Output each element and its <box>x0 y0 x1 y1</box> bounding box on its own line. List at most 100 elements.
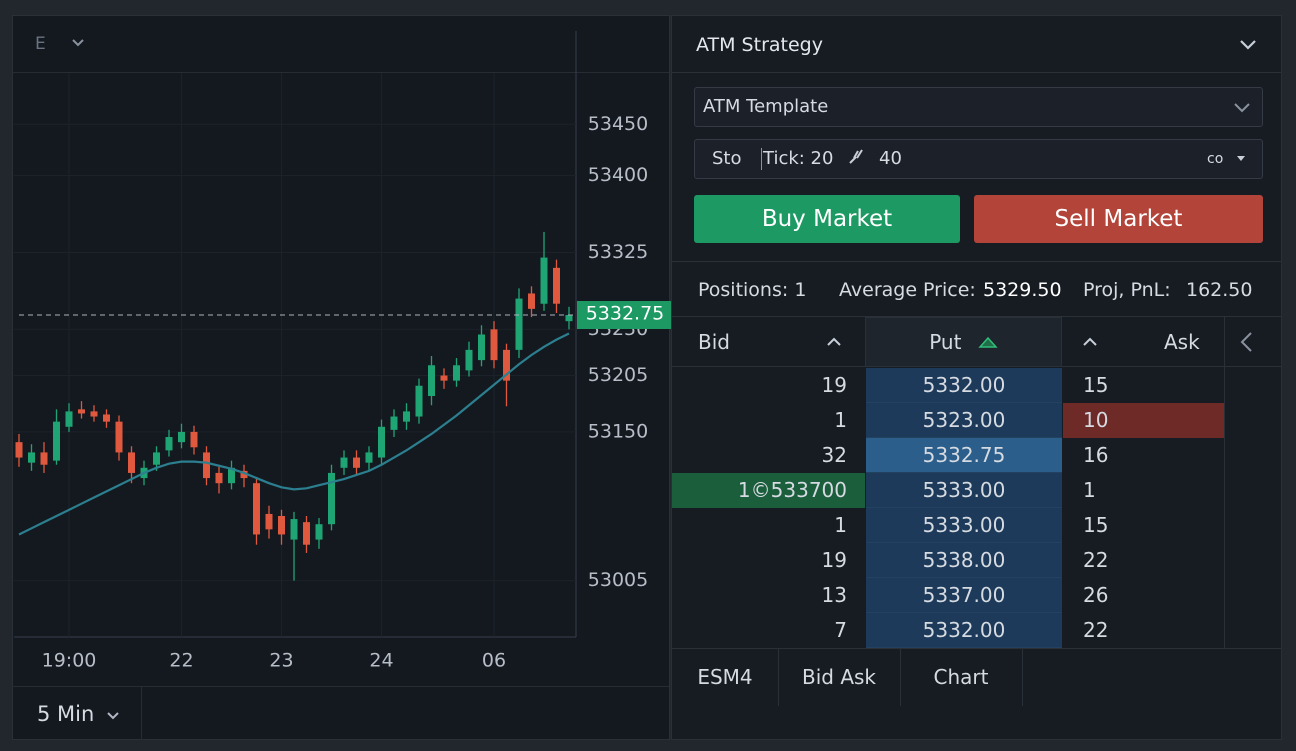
candle-body <box>78 409 85 414</box>
y-tick-label: 53005 <box>588 569 648 591</box>
sort-icon <box>1083 337 1097 346</box>
candle-body <box>165 437 173 451</box>
price-cell[interactable]: 5338.00 <box>866 543 1062 578</box>
link[interactable]: co <box>1207 151 1224 167</box>
candle-body <box>490 329 498 361</box>
tab[interactable]: ESM4 <box>672 649 779 706</box>
y-tick-label: 53325 <box>588 241 648 263</box>
strategy-row: Sto Tick: 20 40 co <box>694 139 1263 179</box>
stop-label: Sto <box>712 148 742 169</box>
price-cell[interactable]: 5332.00 <box>866 613 1062 648</box>
ask-cell[interactable]: 16 <box>1083 443 1109 467</box>
bid-cell[interactable]: 1©533700 <box>672 473 865 508</box>
ask-cell[interactable]: 10 <box>1063 403 1224 438</box>
candle-body <box>278 515 285 535</box>
sell-button[interactable]: Sell Market <box>974 195 1263 243</box>
chevron-left <box>1240 332 1252 352</box>
summary: Positions: 1 Average Price: 5329.50 Proj… <box>672 261 1281 317</box>
pnl-value: 162.50 <box>1186 279 1253 301</box>
target[interactable]: 40 <box>879 148 902 169</box>
separator <box>761 148 762 170</box>
candle-body <box>315 524 323 540</box>
order-panel: ATM Strategy ATM Template Sto Tick: 20 4… <box>671 15 1282 740</box>
ask-cell[interactable]: 22 <box>1083 618 1109 642</box>
interval: 5 Min <box>37 702 95 726</box>
bid-cell[interactable]: 13 <box>821 583 847 607</box>
candle-body <box>115 421 123 453</box>
ask-cell[interactable]: 22 <box>1083 548 1109 572</box>
candle-body <box>403 411 410 422</box>
candle-body <box>353 457 360 468</box>
collapse-column[interactable] <box>1224 317 1281 367</box>
ask-cell[interactable]: 26 <box>1083 583 1109 607</box>
y-tick-label: 53400 <box>588 164 648 186</box>
tick[interactable]: Tick: 20 <box>763 148 834 169</box>
panel-title: ATM Strategy <box>696 34 823 56</box>
candle-body <box>265 513 273 530</box>
template: ATM Template <box>703 96 829 117</box>
bid-cell[interactable]: 7 <box>834 618 847 642</box>
tab[interactable]: Bid Ask <box>778 649 901 706</box>
column-divider <box>1224 367 1225 649</box>
ask-header[interactable]: Ask <box>1062 317 1224 367</box>
candle-body <box>378 426 385 458</box>
interval-select[interactable]: 5 Min <box>13 686 142 740</box>
price-cell[interactable]: 5333.00 <box>866 473 1062 508</box>
x-tick-label: 19:00 <box>42 650 97 672</box>
symbol[interactable]: E <box>35 34 46 54</box>
ask-cell[interactable]: 15 <box>1083 513 1109 537</box>
candle-body <box>28 452 35 463</box>
template-select[interactable]: ATM Template <box>694 87 1263 127</box>
candle-body <box>553 267 560 304</box>
y-tick-label: 53205 <box>588 364 648 386</box>
candle-body <box>240 470 248 479</box>
candle-body <box>65 411 73 427</box>
candle-body <box>365 452 373 463</box>
x-tick-label: 24 <box>369 650 393 672</box>
candle-body <box>303 522 310 545</box>
avg-label: Average Price: <box>839 279 976 301</box>
candle-body <box>53 421 60 461</box>
put-header[interactable]: Put <box>865 317 1062 367</box>
price-cell[interactable]: 5323.00 <box>866 403 1062 438</box>
price-cell[interactable]: 5337.00 <box>866 578 1062 613</box>
y-tick-label: 53150 <box>588 420 648 442</box>
bid-cell[interactable]: 1 <box>834 408 847 432</box>
x-tick-label: 22 <box>169 650 193 672</box>
price-cell[interactable]: 5332.00 <box>866 368 1062 403</box>
candle-body <box>390 416 398 430</box>
ask-cell[interactable]: 1 <box>1083 478 1096 502</box>
candle-body <box>328 472 335 525</box>
chevron[interactable] <box>71 38 85 48</box>
price-cell[interactable]: 5332.75 <box>866 438 1062 473</box>
candle-body <box>453 365 460 381</box>
candle-body <box>190 431 198 448</box>
x-tick-label: 23 <box>269 650 293 672</box>
candle-body <box>565 315 573 322</box>
candle-body <box>428 365 435 397</box>
candle-body <box>340 457 348 468</box>
candle-body <box>253 483 260 535</box>
ask-cell[interactable]: 15 <box>1083 373 1109 397</box>
chart: 5345053400533255325053205531505300519:00… <box>14 31 671 672</box>
caret[interactable] <box>1237 156 1247 163</box>
tab[interactable]: Chart <box>900 649 1023 706</box>
price-cell[interactable]: 5333.00 <box>866 508 1062 543</box>
pnl-label: Proj, PnL: <box>1083 279 1171 301</box>
header: Ask <box>1164 330 1200 354</box>
collapse[interactable] <box>1239 39 1257 51</box>
up-triangle <box>978 336 998 348</box>
bid-cell[interactable]: 19 <box>821 373 847 397</box>
candle-body <box>40 452 48 465</box>
buy-button[interactable]: Buy Market <box>694 195 960 243</box>
price-ladder: Bid Put Ask 19 5332.00 15 1 5323.00 10 32 5332.… <box>672 317 1281 649</box>
bid-cell[interactable]: 19 <box>821 548 847 572</box>
candle-body <box>540 257 548 304</box>
candle-body <box>178 431 185 443</box>
candle-body <box>528 293 535 309</box>
candle-body <box>15 442 23 458</box>
bid-cell[interactable]: 1 <box>834 513 847 537</box>
bid-header[interactable]: Bid <box>672 317 865 367</box>
bid-cell[interactable]: 32 <box>821 443 847 467</box>
